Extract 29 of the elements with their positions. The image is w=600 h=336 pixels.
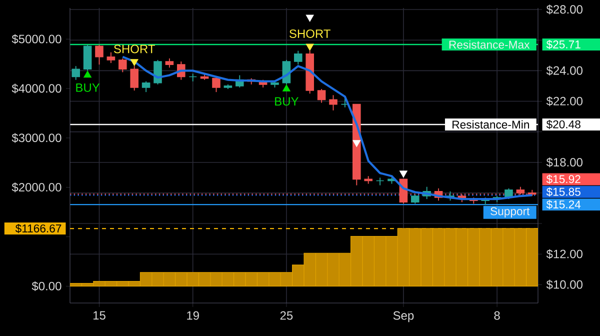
y-tick-label: $20.48 xyxy=(546,120,580,130)
series-label: SHORT xyxy=(114,44,155,54)
y-tick-label: $25.71 xyxy=(546,40,580,50)
y-tick-label: $12.00 xyxy=(546,249,582,259)
y-tick-label: $18.00 xyxy=(546,158,582,168)
y-tick-label: $24.00 xyxy=(546,66,582,76)
y2-tick-label: $2000.00 xyxy=(12,182,62,192)
y2-tick-label: $4000.00 xyxy=(12,84,62,94)
y2-tick-label: $5000.00 xyxy=(12,34,62,44)
x-tick-label: 19 xyxy=(187,311,199,320)
y2-tick-label: $1166.67 xyxy=(15,224,62,234)
y-tick-label: $22.00 xyxy=(546,96,582,106)
x-tick-label: 25 xyxy=(280,311,293,320)
ref-line-label: Resistance-Max xyxy=(449,40,530,49)
series-label: BUY xyxy=(76,84,100,92)
x-tick-label: Sep xyxy=(393,311,414,322)
ref-line-label: Resistance-Min xyxy=(452,120,529,129)
y2-tick-label: $3000.00 xyxy=(12,133,62,143)
y-tick-label: $15.24 xyxy=(546,200,581,210)
y2-tick-label: $0.00 xyxy=(32,281,62,292)
y-tick-label: $10.00 xyxy=(546,280,582,290)
ref-line-label: $15.92 xyxy=(546,174,580,184)
ref-line-label: Support xyxy=(490,207,530,218)
y-tick-label: $28.00 xyxy=(546,4,582,14)
x-tick-label: 8 xyxy=(494,311,500,320)
ref-line-label: $15.85 xyxy=(546,187,580,196)
text: SHORT xyxy=(290,29,330,38)
x-tick-label: 15 xyxy=(94,311,106,320)
text: BUY xyxy=(275,97,299,106)
